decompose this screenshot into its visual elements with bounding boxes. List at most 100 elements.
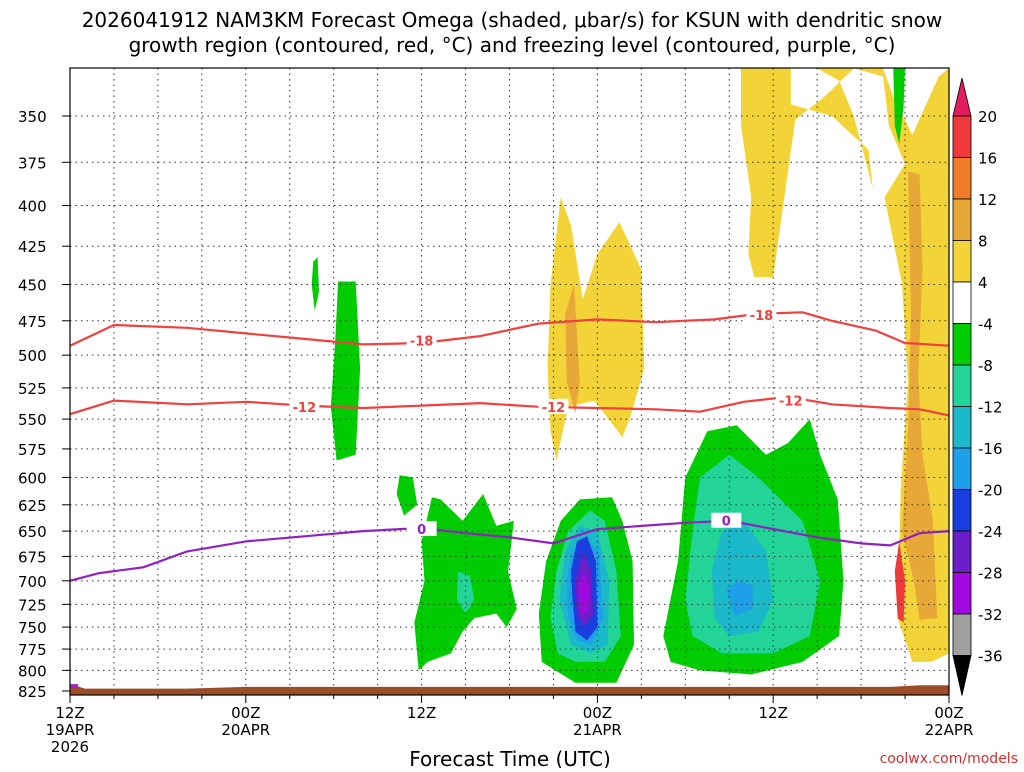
colorbar-bottom-arrow xyxy=(952,655,972,696)
colorbar-segment xyxy=(952,447,972,490)
x-tick-label: 00Z xyxy=(583,704,612,722)
colorbar-label: -8 xyxy=(978,357,993,375)
y-tick-label: 600 xyxy=(18,469,47,487)
x-axis-label: Forecast Time (UTC) xyxy=(409,747,611,768)
y-tick-label: 775 xyxy=(18,641,47,659)
contour-label-bg xyxy=(538,398,569,414)
colorbar-segment xyxy=(952,281,972,324)
chart-title-line1: 2026041912 NAM3KM Forecast Omega (shaded… xyxy=(82,8,943,32)
colorbar-segment xyxy=(952,240,972,283)
contour-label: -12 xyxy=(779,395,803,410)
omega-region-omega-orange-right-column xyxy=(902,171,938,620)
grid-lines xyxy=(70,68,949,695)
contour--18-C xyxy=(70,311,949,347)
contour-label-bg xyxy=(775,392,806,408)
colorbar-segment xyxy=(952,323,972,366)
omega-region-omega-green-strip-thin xyxy=(311,257,319,311)
y-tick-label: 525 xyxy=(18,380,47,398)
colorbar-label: -16 xyxy=(978,440,1003,458)
y-tick-label: 450 xyxy=(18,277,47,295)
colorbar-segment xyxy=(952,157,972,200)
terrain-layer xyxy=(70,684,949,695)
contour-labels: -18 -18 -12 -12 -12 0 0 xyxy=(289,307,806,538)
colorbar-segment xyxy=(952,406,972,449)
colorbar-label: -32 xyxy=(978,606,1003,624)
omega-region-omega-cyan-right xyxy=(711,520,774,636)
colorbar: 20 16 12 8 4 -4 -8 -12 -16 -20 -24 -28 -32 -36 xyxy=(952,77,1003,696)
colorbar-label: -12 xyxy=(978,399,1003,417)
colorbar-label: 12 xyxy=(978,191,997,209)
x-tick-label: 20APR xyxy=(221,721,270,739)
y-tick-label: 675 xyxy=(18,548,47,566)
y-tick-label: 550 xyxy=(18,411,47,429)
x-tick-label: 12Z xyxy=(55,704,84,722)
colorbar-label: 16 xyxy=(978,150,997,168)
contour-label: 0 xyxy=(417,523,426,538)
colorbar-label: 8 xyxy=(978,233,988,251)
y-tick-label: 475 xyxy=(18,313,47,331)
terrain-fill xyxy=(70,685,949,695)
omega-region-omega-green-upper-right xyxy=(893,68,905,145)
colorbar-segment xyxy=(952,198,972,241)
colorbar-label: -20 xyxy=(978,482,1003,500)
colorbar-segment xyxy=(952,572,972,615)
y-tick-label: 800 xyxy=(18,662,47,680)
x-tick-label: 19APR xyxy=(46,721,95,739)
contour--12-C xyxy=(70,395,949,417)
colorbar-top-arrow xyxy=(952,77,972,117)
omega-region-omega-yellow-upper-right xyxy=(741,68,949,662)
y-tick-label: 575 xyxy=(18,441,47,459)
y-tick-label: 500 xyxy=(18,347,47,365)
y-tick-label: 400 xyxy=(18,198,47,216)
x-tick-label: 12Z xyxy=(759,704,788,722)
contour-0-C-freezing-level xyxy=(70,519,949,582)
colorbar-label: -4 xyxy=(978,316,993,334)
omega-region-omega-green-small-patch xyxy=(396,475,418,516)
contour-label-bg xyxy=(406,332,437,348)
contour-label-bg xyxy=(711,512,742,528)
y-tick-label: 375 xyxy=(18,154,47,172)
y-tick-label: 825 xyxy=(18,683,47,701)
x-tick-label: 00Z xyxy=(934,704,963,722)
contour-label: -12 xyxy=(542,401,566,416)
x-tick-label: 21APR xyxy=(573,721,622,739)
omega-region-omega-lightblue-right xyxy=(726,580,753,617)
omega-region-omega-red-right-column xyxy=(894,541,905,623)
y-tick-label: 750 xyxy=(18,619,47,637)
x-tick-label: 22APR xyxy=(925,721,974,739)
colorbar-segment xyxy=(952,613,972,656)
y-tick-label: 350 xyxy=(18,108,47,126)
contour-label-bg xyxy=(406,521,437,537)
y-tick-label: 700 xyxy=(18,573,47,591)
colorbar-label: -28 xyxy=(978,565,1003,583)
colorbar-segment xyxy=(952,115,972,158)
colorbar-segment xyxy=(952,489,972,532)
y-axis: 350 375 400 425 450 475 500 525 550 575 600 625 650 6… xyxy=(18,108,70,701)
colorbar-segment xyxy=(952,530,972,573)
contour-label-bg xyxy=(289,398,320,414)
colorbar-label: -36 xyxy=(978,648,1003,666)
omega-region-omega-teal-left-blob xyxy=(456,571,475,614)
x-tick-label: 00Z xyxy=(231,704,260,722)
contour-label: -12 xyxy=(293,401,317,416)
y-tick-label: 425 xyxy=(18,238,47,256)
colorbar-label: 4 xyxy=(978,274,988,292)
omega-region-omega-magenta-center xyxy=(578,571,591,617)
colorbar-label: 20 xyxy=(978,108,997,126)
terrain-marker xyxy=(70,684,78,689)
contour-label: 0 xyxy=(722,515,731,530)
y-tick-label: 625 xyxy=(18,497,47,515)
y-tick-label: 650 xyxy=(18,523,47,541)
x-tick-label: 2026 xyxy=(51,738,89,756)
credit-text: coolwx.com/models xyxy=(880,751,1018,767)
x-tick-label: 12Z xyxy=(407,704,436,722)
contour-label-bg xyxy=(746,307,777,323)
chart-title-line2: growth region (contoured, red, °C) and f… xyxy=(129,33,896,57)
omega-region-omega-green-strip-tall xyxy=(330,281,361,461)
omega-shading-layer xyxy=(311,68,949,683)
colorbar-label: -24 xyxy=(978,523,1003,541)
contour-label: -18 xyxy=(750,309,774,324)
